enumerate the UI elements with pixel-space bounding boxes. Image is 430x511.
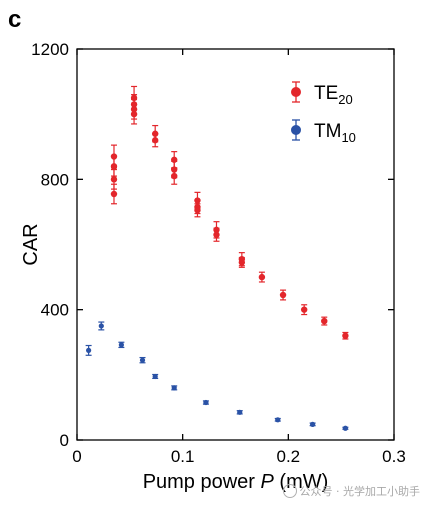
x-tick-label: 0.2 [277,447,301,466]
te20-data-point [213,231,220,238]
te20-data-point [300,306,308,313]
x-axis-label: Pump power P (mW) [143,471,329,493]
tm10-data-point [275,417,281,423]
te20-data-point [130,110,138,118]
te20-data-point [321,317,328,325]
te20-data-point [110,176,118,183]
watermark-text: 公众号 · 光学加工小助手 [299,485,421,498]
tm10-data-point [139,357,146,363]
tm10-data-point [342,425,348,431]
axes: 0 0.1 0.2 0.3 0 400 800 1200 Pump power P (mW) CA… [20,40,406,493]
y-tick-label: 800 [41,170,69,189]
tm10-data-point [98,323,104,329]
te20-data-point [110,163,118,170]
legend-tm10-label-base: TM [314,121,341,142]
panel-label: c [8,6,22,33]
tm10-data-point [86,347,92,353]
x-tick-label: 0.1 [171,447,195,466]
legend: TE20 TM10 [291,81,356,145]
te20-data-point [194,207,201,214]
legend-tm10-label-subscript: 10 [341,130,355,145]
legend-tm10-label: TM10 [314,121,356,145]
te20-data-point [110,190,118,198]
tm10-data-point [171,385,177,391]
x-tick-label: 0 [72,447,81,466]
tm10-data-point [237,409,243,415]
te20-data-point [238,259,246,266]
legend-te20-marker [291,87,301,97]
legend-te20-label-base: TE [314,83,338,104]
y-axis-label: CAR [20,223,42,265]
legend-te20-label: TE20 [314,83,353,107]
tm10-data-point [203,399,209,406]
watermark: 公众号 · 光学加工小助手 [282,483,421,499]
tm10-data-point [310,421,316,427]
y-tick-label: 400 [41,301,69,320]
tm10-data-point [152,373,158,380]
data-marks [85,85,349,431]
te20-data-point [279,291,287,299]
x-tick-label: 0.3 [382,447,406,466]
y-tick-label: 1200 [31,40,69,59]
te20-data-point [171,172,178,180]
legend-te20-label-subscript: 20 [338,92,352,107]
te20-data-point [258,273,266,281]
plot-frame [76,48,395,441]
te20-data-point [151,137,159,144]
x-axis-label-variable: P [261,471,275,493]
y-tick-label: 0 [60,431,69,450]
legend-tm10-marker [291,125,301,135]
wechat-icon [282,484,297,498]
tm10-data-point [118,342,124,348]
x-axis-label-text: Pump power [143,471,261,493]
te20-data-point [342,332,349,339]
